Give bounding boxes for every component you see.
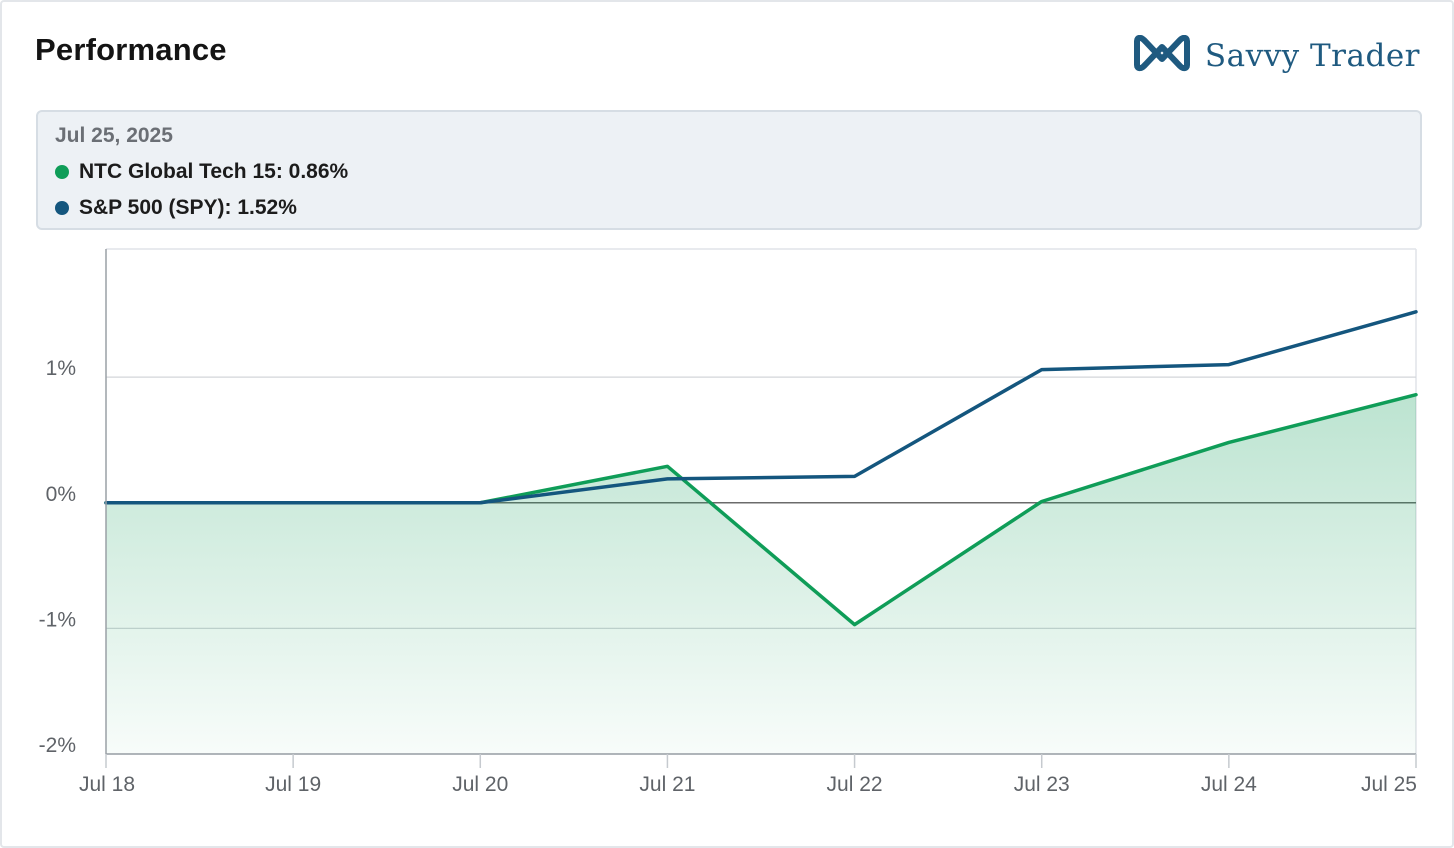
tooltip-date: Jul 25, 2025 (55, 124, 173, 147)
x-tick-label: Jul 22 (827, 773, 883, 796)
x-tick-label: Jul 24 (1201, 773, 1257, 796)
tooltip-row-spy: S&P 500 (SPY): 1.52% (55, 196, 297, 220)
tooltip-row-label: S&P 500 (SPY): 1.52% (79, 196, 297, 219)
x-tick-label: Jul 18 (79, 773, 135, 796)
y-tick-label: -1% (39, 608, 76, 631)
series-area-ntc (106, 394, 1416, 754)
infinity-logo-icon (1131, 34, 1193, 78)
chart-tooltip: Jul 25, 2025 NTC Global Tech 15: 0.86% S… (36, 110, 1422, 230)
x-tick-label: Jul 19 (265, 773, 321, 796)
series-dot-icon (55, 165, 69, 179)
x-tick-label: Jul 23 (1014, 773, 1070, 796)
series-dot-icon (55, 201, 69, 215)
y-tick-label: -2% (39, 734, 76, 757)
x-tick-label: Jul 25 (1361, 773, 1417, 796)
y-tick-label: 0% (46, 483, 76, 506)
tooltip-row-ntc: NTC Global Tech 15: 0.86% (55, 160, 348, 184)
page-title: Performance (35, 32, 227, 67)
series-line-spy[interactable] (104, 310, 1418, 505)
tooltip-row-label: NTC Global Tech 15: 0.86% (79, 160, 349, 183)
x-tick-label: Jul 20 (452, 773, 508, 796)
brand-logo[interactable]: Savvy Trader (1131, 32, 1420, 80)
x-tick-label: Jul 21 (639, 773, 695, 796)
brand-name: Savvy Trader (1204, 38, 1420, 74)
y-tick-label: 1% (46, 357, 76, 380)
